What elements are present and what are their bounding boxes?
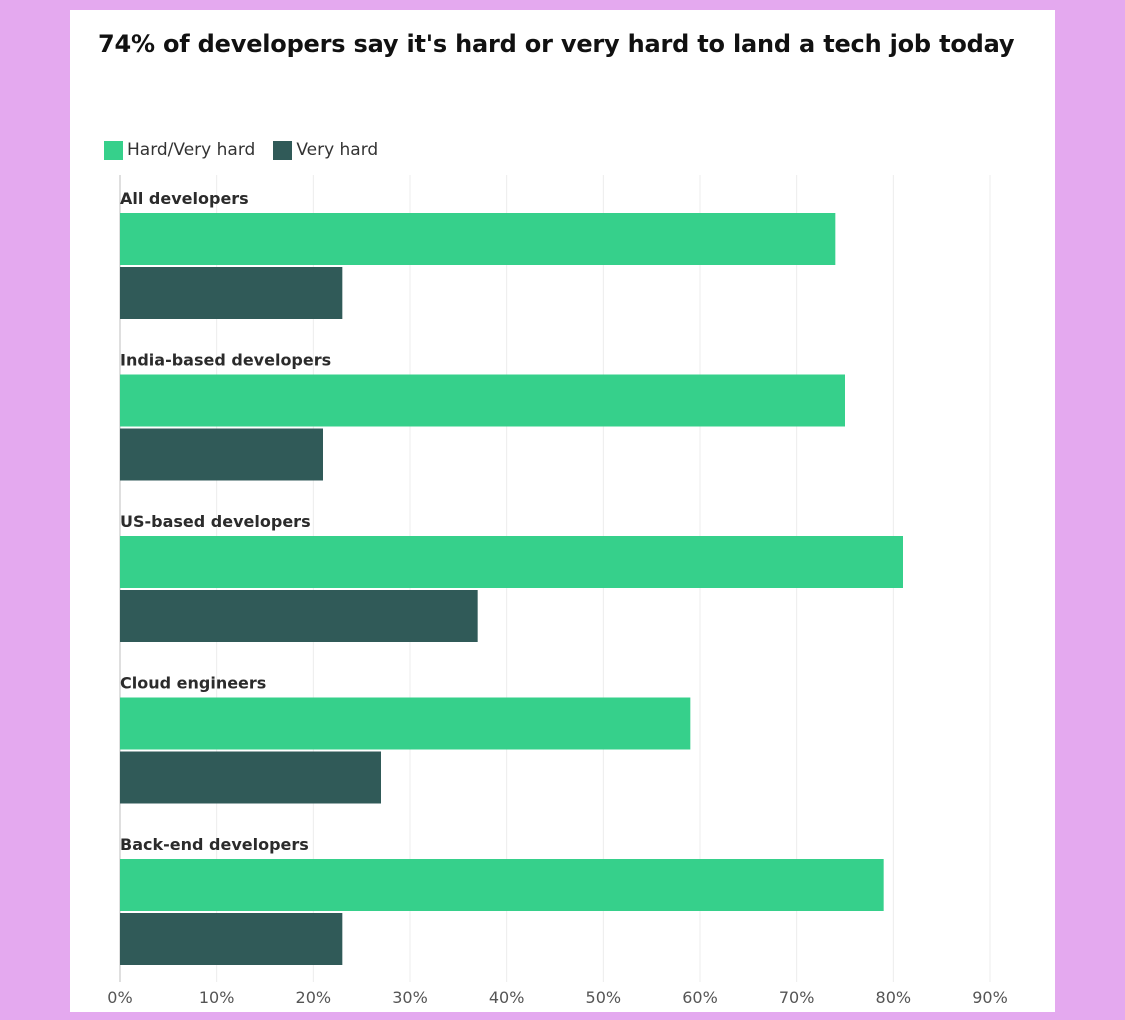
legend-label-hard-very-hard: Hard/Very hard	[127, 140, 256, 160]
x-tick-label: 30%	[392, 988, 428, 1007]
bar	[120, 536, 903, 588]
legend-swatch-very-hard	[273, 140, 293, 160]
bar	[120, 913, 343, 965]
x-tick-label: 60%	[682, 988, 718, 1007]
x-tick-label: 90%	[972, 988, 1008, 1007]
legend-item-very-hard: Very hard	[273, 140, 378, 160]
chart-title: 74% of developers say it's hard or very …	[98, 30, 1015, 58]
category-label: All developers	[120, 189, 249, 208]
x-tick-label: 20%	[296, 988, 332, 1007]
chart-card: 74% of developers say it's hard or very …	[70, 10, 1055, 1012]
category-label: Cloud engineers	[120, 674, 266, 693]
legend-label-very-hard: Very hard	[296, 140, 379, 160]
x-tick-label: 10%	[199, 988, 235, 1007]
bar	[120, 590, 478, 642]
bar	[120, 267, 343, 319]
legend-item-hard-very-hard: Hard/Very hard	[104, 140, 255, 160]
x-tick-label: 40%	[489, 988, 525, 1007]
category-label: India-based developers	[120, 351, 331, 370]
bar	[120, 213, 836, 265]
bar	[120, 374, 845, 427]
category-label: Back-end developers	[120, 835, 309, 854]
bar	[120, 697, 691, 750]
bar	[120, 859, 884, 911]
chart-legend: Hard/Very hard Very hard	[104, 140, 378, 160]
legend-swatch-hard-very-hard	[104, 140, 123, 160]
bar	[120, 428, 323, 481]
x-tick-label: 0%	[107, 988, 132, 1007]
bar	[120, 751, 381, 804]
x-tick-label: 70%	[779, 988, 815, 1007]
x-tick-label: 80%	[876, 988, 912, 1007]
category-label: US-based developers	[120, 512, 311, 531]
bar-chart: 0% 10% 20% 30% 40% 50% 60% 70% 80% 90% All develop…	[107, 175, 1008, 1007]
x-tick-label: 50%	[586, 988, 622, 1007]
